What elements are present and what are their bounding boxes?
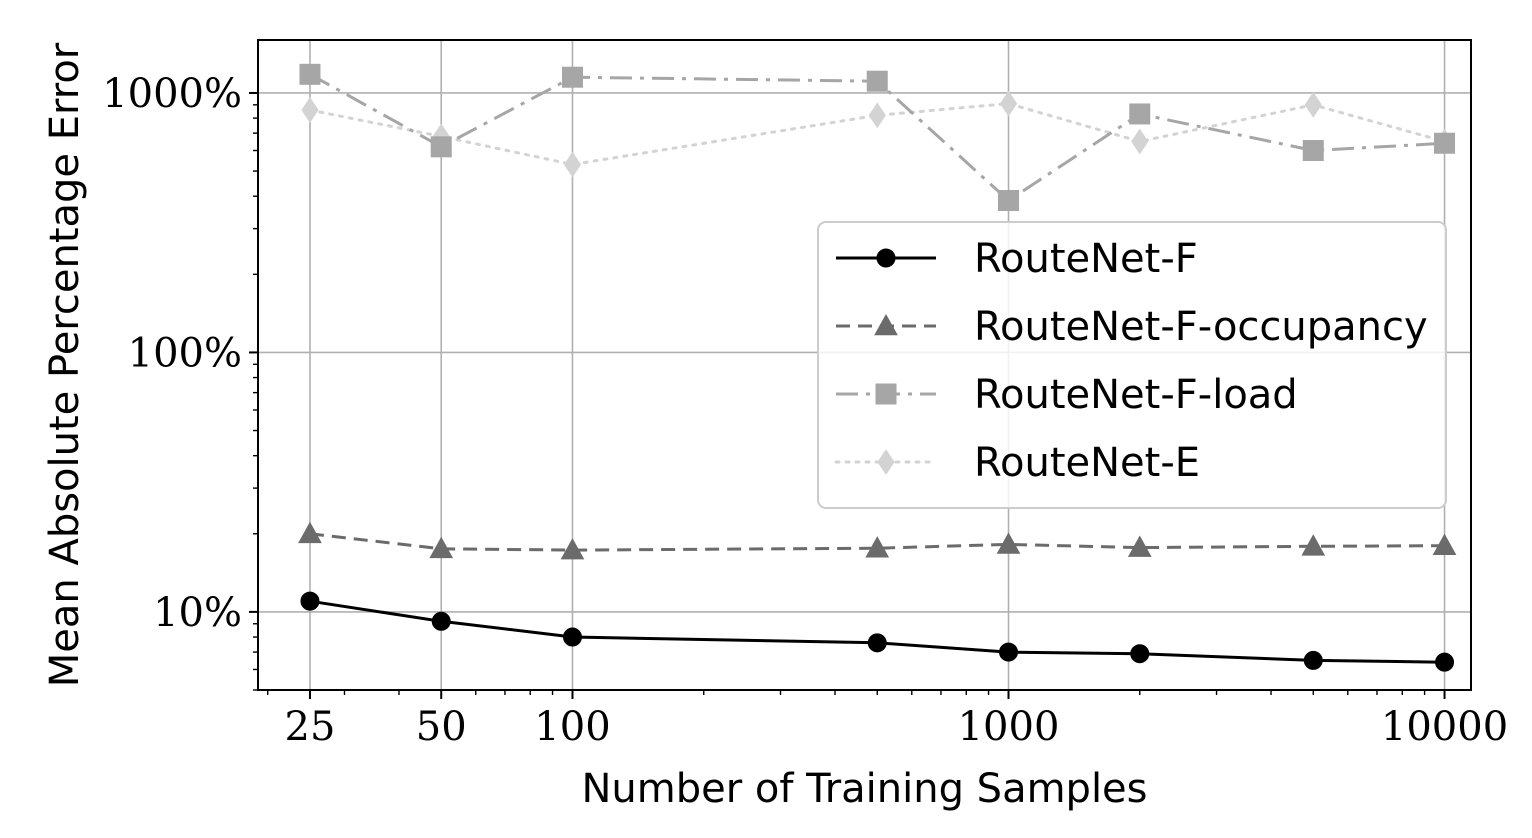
series-layer [298,63,1457,672]
data-point-routenet-f [431,611,451,631]
series-line-routenet-f-load [309,72,1445,202]
data-point-routenet-e [563,151,582,178]
x-tick-label: 25 [285,704,336,750]
x-tick-label: 1000 [958,704,1060,750]
y-tick-label: 100% [128,330,242,376]
data-point-routenet-f-occupancy [298,521,322,544]
data-point-routenet-e [1304,91,1322,118]
series-routenet-f-load [299,63,1456,212]
legend: RouteNet-F RouteNet-F-occupancy RouteNet-F… [817,221,1447,509]
axes-layer: 25 50 100 1000 10000 10% 100% 1000% [102,39,1508,750]
data-point-routenet-e [301,97,319,123]
series-routenet-f [300,591,1455,672]
labels-layer: Number of Training Samples Mean Absolute… [42,42,1148,812]
data-point-routenet-f [867,633,887,653]
data-point-routenet-f [300,591,320,611]
legend-marker [877,449,895,475]
legend-marker [875,383,897,405]
legend-entry-routenet-f-load: RouteNet-F-load [836,372,1298,418]
x-tick-label: 50 [416,704,467,750]
data-point-routenet-f-load [1434,132,1456,154]
data-point-routenet-f-occupancy [560,538,585,560]
data-point-routenet-f-occupancy [865,536,890,558]
data-point-routenet-f-occupancy [996,532,1021,554]
data-point-routenet-e [868,102,886,129]
data-point-routenet-f-load [1302,140,1324,162]
series-routenet-f-occupancy [298,521,1457,560]
x-tick-label: 10000 [1381,704,1508,750]
legend-label: RouteNet-F-load [974,372,1298,418]
x-tick-label: 100 [534,704,610,750]
data-point-routenet-f-load [430,136,452,158]
legend-box [817,221,1447,509]
data-point-routenet-f-occupancy [1301,534,1326,556]
data-point-routenet-f-load [1129,103,1151,125]
data-point-routenet-e [999,90,1018,117]
series-line-routenet-e [308,102,1446,166]
data-point-routenet-e [1131,128,1149,155]
data-point-routenet-f-load [866,70,888,92]
data-point-routenet-f [999,642,1019,662]
legend-entry-routenet-e: RouteNet-E [834,440,1200,486]
data-point-routenet-f [1130,644,1150,664]
data-point-routenet-f-occupancy [1432,533,1457,555]
y-axis-label: Mean Absolute Percentage Error [42,42,88,687]
legend-marker [876,248,896,268]
x-axis-label: Number of Training Samples [581,766,1147,812]
series-line-routenet-f [309,599,1445,664]
data-point-routenet-f-load [998,190,1020,212]
data-point-routenet-f-occupancy [429,536,454,559]
data-point-routenet-f-load [299,63,321,85]
legend-entry-routenet-f-occupancy: RouteNet-F-occupancy [836,304,1428,350]
legend-label: RouteNet-E [974,440,1200,486]
data-point-routenet-f [1303,650,1323,670]
legend-entry-routenet-f: RouteNet-F [836,236,1198,282]
data-point-routenet-f [562,627,582,647]
series-routenet-e [301,90,1454,178]
legend-label: RouteNet-F [974,236,1198,282]
data-point-routenet-f-load [561,66,583,88]
data-point-routenet-f [1435,652,1455,672]
data-point-routenet-f-occupancy [1127,535,1152,557]
y-tick-label: 1000% [102,71,242,117]
legend-label: RouteNet-F-occupancy [974,304,1428,350]
y-tick-label: 10% [153,590,242,636]
series-line-routenet-f-occupancy [309,532,1445,552]
legend-marker [874,313,898,336]
